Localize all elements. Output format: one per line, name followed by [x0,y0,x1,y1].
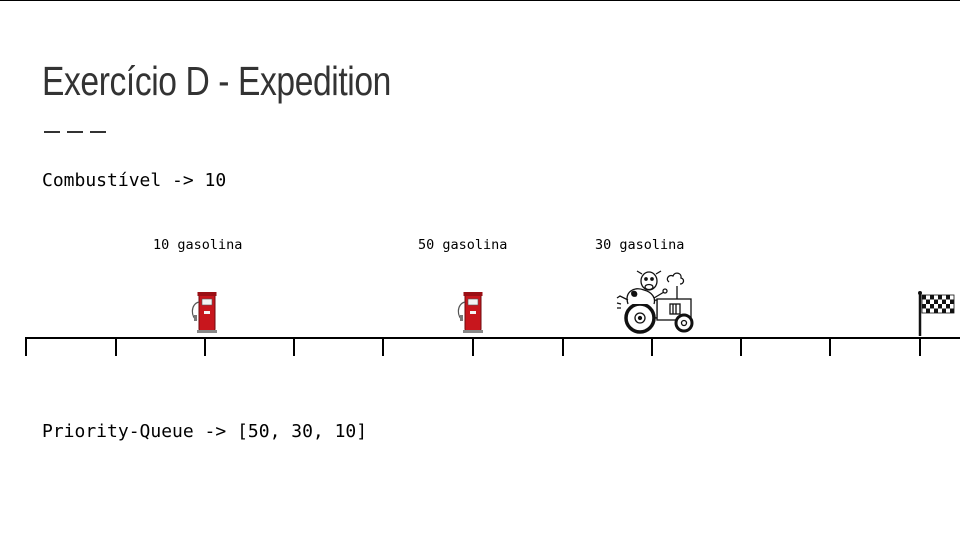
gas-pump-icon [191,292,217,333]
station-label-1: 10 gasolina [153,237,243,253]
slide-title: Exercício D - Expedition [42,58,391,104]
top-border [0,0,960,1]
station-label-2: 50 gasolina [418,237,508,253]
station-label-3: 30 gasolina [595,237,685,253]
tractor-cow-icon [616,270,694,334]
timeline-ticks [25,338,921,356]
timeline [25,270,960,356]
priority-queue-status: Priority-Queue -> [50, 30, 10] [42,421,368,442]
title-underline [44,131,106,133]
checkered-flag-icon [918,291,955,336]
gas-pump-icon [457,292,483,333]
fuel-status: Combustível -> 10 [42,170,227,191]
